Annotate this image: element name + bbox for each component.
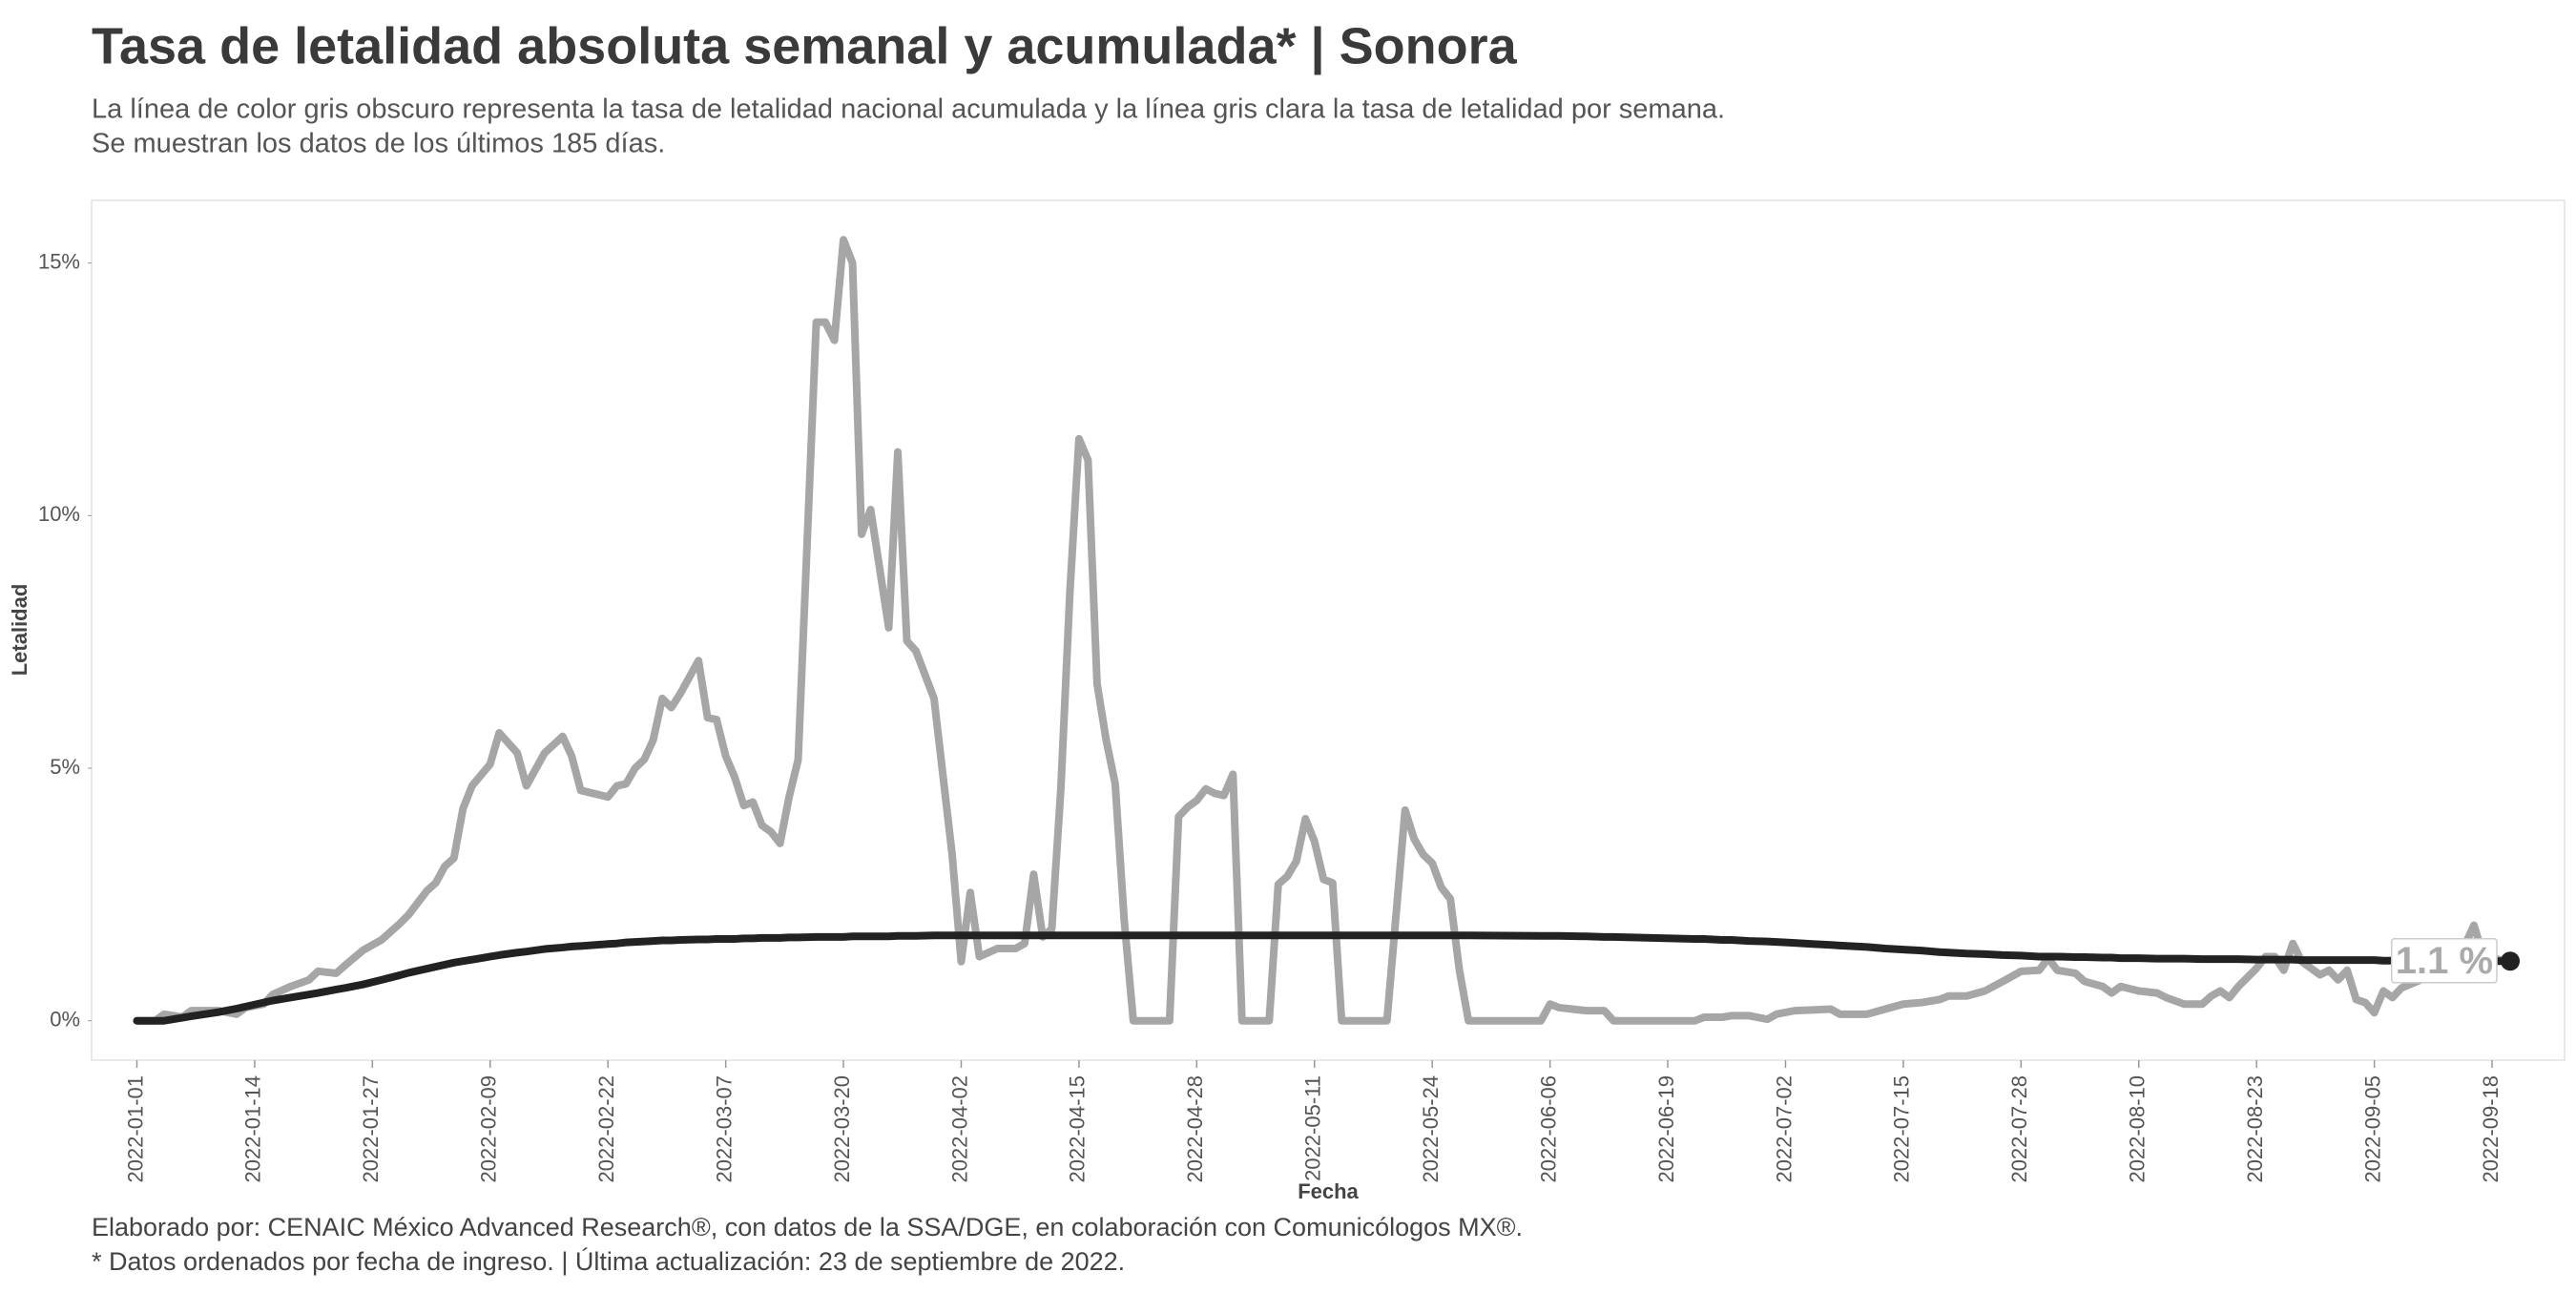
caption: * Datos ordenados por fecha de ingreso. … [92, 1246, 1125, 1276]
x-tick-label: 2022-07-02 [1772, 1075, 1796, 1183]
plot-area [91, 199, 2566, 1061]
x-tick-label: 2022-09-05 [2360, 1075, 2384, 1183]
x-tick-label: 2022-06-19 [1654, 1075, 1678, 1183]
x-tick-label: 2022-05-24 [1419, 1075, 1443, 1183]
chart-title: Tasa de letalidad absoluta semanal y acu… [92, 17, 1518, 75]
x-tick-label: 2022-04-02 [947, 1075, 971, 1183]
x-tick-label: 2022-01-27 [359, 1075, 383, 1183]
x-tick-label: 2022-04-15 [1066, 1075, 1090, 1183]
x-tick-label: 2022-04-28 [1183, 1075, 1207, 1183]
x-tick-label: 2022-08-23 [2243, 1075, 2267, 1183]
x-tick-label: 2022-02-09 [477, 1075, 501, 1183]
chart-subtitle: Se muestran los datos de los últimos 185… [92, 129, 665, 159]
x-tick-label: 2022-03-20 [830, 1075, 854, 1183]
end-point [2501, 951, 2521, 971]
x-tick-label: 2022-02-22 [594, 1075, 618, 1183]
chart-subtitle: La línea de color gris obscuro represent… [92, 94, 1725, 125]
y-tick-label: 0% [50, 1008, 80, 1032]
y-tick-label: 10% [38, 502, 80, 526]
x-tick-label: 2022-07-15 [1890, 1075, 1914, 1183]
y-tick-label: 5% [50, 755, 80, 779]
y-tick-label: 15% [38, 249, 80, 273]
x-tick-label: 2022-08-10 [2126, 1075, 2150, 1183]
x-tick-label: 2022-07-28 [2007, 1075, 2031, 1183]
series-line [133, 931, 2515, 1025]
end-label-box [2390, 938, 2498, 984]
caption: Elaborado por: CENAIC México Advanced Re… [92, 1213, 1523, 1241]
end-label: 1.1 % [2396, 940, 2493, 982]
x-tick-label: 2022-01-01 [123, 1075, 147, 1183]
series-line [133, 236, 2515, 1025]
x-tick-label: 2022-03-07 [712, 1075, 736, 1183]
x-tick-label: 2022-05-11 [1301, 1075, 1325, 1181]
x-tick-label: 2022-06-06 [1536, 1075, 1560, 1183]
y-axis-title: Letalidad [8, 584, 31, 677]
x-tick-label: 2022-01-14 [241, 1075, 265, 1183]
x-axis-title: Fecha [1298, 1179, 1359, 1203]
x-tick-label: 2022-09-18 [2479, 1075, 2503, 1183]
